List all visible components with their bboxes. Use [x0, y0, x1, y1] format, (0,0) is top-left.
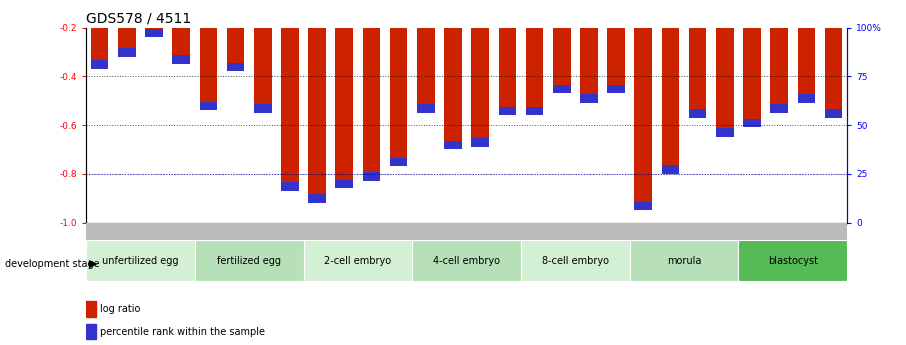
Text: blastocyst: blastocyst: [767, 256, 818, 266]
Bar: [145, 28, 163, 37]
Bar: [634, 201, 652, 210]
Bar: [607, 85, 625, 93]
Bar: [199, 28, 217, 110]
Bar: [553, 28, 571, 93]
Bar: [226, 63, 245, 71]
Bar: [308, 194, 326, 203]
Bar: [770, 28, 788, 113]
Bar: [362, 28, 381, 181]
Bar: [86, 324, 96, 339]
Bar: [498, 107, 516, 115]
Bar: [630, 240, 738, 281]
Bar: [145, 29, 163, 37]
Text: GDS578 / 4511: GDS578 / 4511: [86, 11, 191, 25]
Bar: [689, 28, 707, 118]
Bar: [91, 60, 109, 69]
Bar: [226, 28, 245, 71]
Bar: [738, 240, 847, 281]
Bar: [471, 28, 489, 147]
Bar: [797, 28, 815, 103]
Bar: [743, 28, 761, 128]
Bar: [390, 28, 408, 167]
Bar: [661, 165, 680, 174]
Bar: [444, 28, 462, 149]
Text: log ratio: log ratio: [100, 304, 140, 314]
Bar: [553, 85, 571, 93]
Bar: [304, 240, 412, 281]
Bar: [91, 28, 109, 69]
Text: 8-cell embryo: 8-cell embryo: [542, 256, 609, 266]
Bar: [281, 28, 299, 191]
Text: unfertilized egg: unfertilized egg: [102, 256, 178, 266]
Bar: [390, 158, 408, 167]
Bar: [417, 104, 435, 113]
Bar: [254, 28, 272, 113]
Bar: [797, 95, 815, 103]
Bar: [498, 28, 516, 115]
Bar: [770, 104, 788, 113]
Bar: [521, 240, 630, 281]
Bar: [689, 109, 707, 118]
Bar: [172, 28, 190, 64]
Text: morula: morula: [667, 256, 701, 266]
Text: development stage: development stage: [5, 259, 99, 269]
Bar: [254, 104, 272, 113]
Bar: [580, 95, 598, 103]
Bar: [118, 28, 136, 57]
Bar: [580, 28, 598, 103]
Bar: [661, 28, 680, 174]
Bar: [308, 28, 326, 203]
Bar: [195, 240, 304, 281]
Bar: [86, 240, 195, 281]
Bar: [743, 119, 761, 128]
Bar: [412, 240, 521, 281]
Bar: [716, 28, 734, 137]
Text: 2-cell embryo: 2-cell embryo: [324, 256, 391, 266]
Text: ▶: ▶: [89, 259, 97, 269]
Bar: [199, 102, 217, 110]
Bar: [362, 172, 381, 181]
Bar: [444, 141, 462, 149]
Bar: [172, 56, 190, 64]
Bar: [824, 28, 843, 118]
Bar: [417, 28, 435, 113]
Bar: [281, 182, 299, 191]
Bar: [824, 109, 843, 118]
Bar: [335, 180, 353, 188]
Bar: [525, 28, 544, 115]
Bar: [118, 48, 136, 57]
Text: 4-cell embryo: 4-cell embryo: [433, 256, 500, 266]
Bar: [525, 107, 544, 115]
Bar: [86, 301, 96, 317]
Text: fertilized egg: fertilized egg: [217, 256, 281, 266]
Bar: [634, 28, 652, 210]
Text: percentile rank within the sample: percentile rank within the sample: [100, 327, 265, 337]
Bar: [607, 28, 625, 93]
Bar: [471, 138, 489, 147]
Bar: [335, 28, 353, 188]
Bar: [716, 128, 734, 137]
